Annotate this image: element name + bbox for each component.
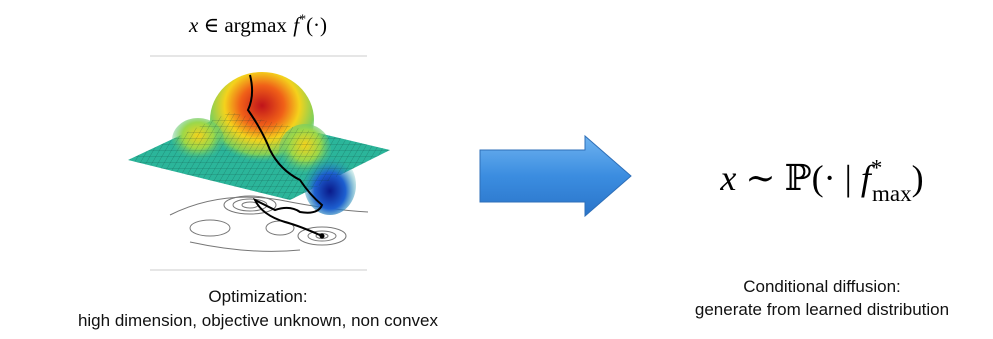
diagram: x∈argmaxf*(·) Optimization: high dimensi…: [0, 0, 993, 334]
left-caption: Optimization:: [208, 287, 307, 306]
formula-part: ∼: [745, 158, 775, 198]
surface-illustration: [128, 72, 390, 251]
right-formula: x∼ℙ(· | f*max): [719, 156, 923, 206]
formula-part: x: [719, 158, 736, 198]
formula-part: x: [188, 13, 199, 37]
formula-part: ℙ(· |: [785, 158, 861, 198]
arrow: [480, 136, 631, 216]
formula-part: max: [872, 181, 912, 206]
formula-part: argmax: [224, 13, 287, 37]
right-caption: generate from learned distribution: [695, 300, 949, 319]
formula-part: ): [912, 158, 924, 198]
right-caption: Conditional diffusion:: [743, 277, 901, 296]
formula-part: *: [871, 156, 883, 181]
canvas: x∈argmaxf*(·) Optimization: high dimensi…: [0, 0, 993, 334]
formula-part: *: [299, 13, 306, 28]
formula-part: ∈: [204, 13, 220, 37]
formula-part: (·): [306, 13, 327, 37]
left-caption: high dimension, objective unknown, non c…: [78, 311, 439, 330]
